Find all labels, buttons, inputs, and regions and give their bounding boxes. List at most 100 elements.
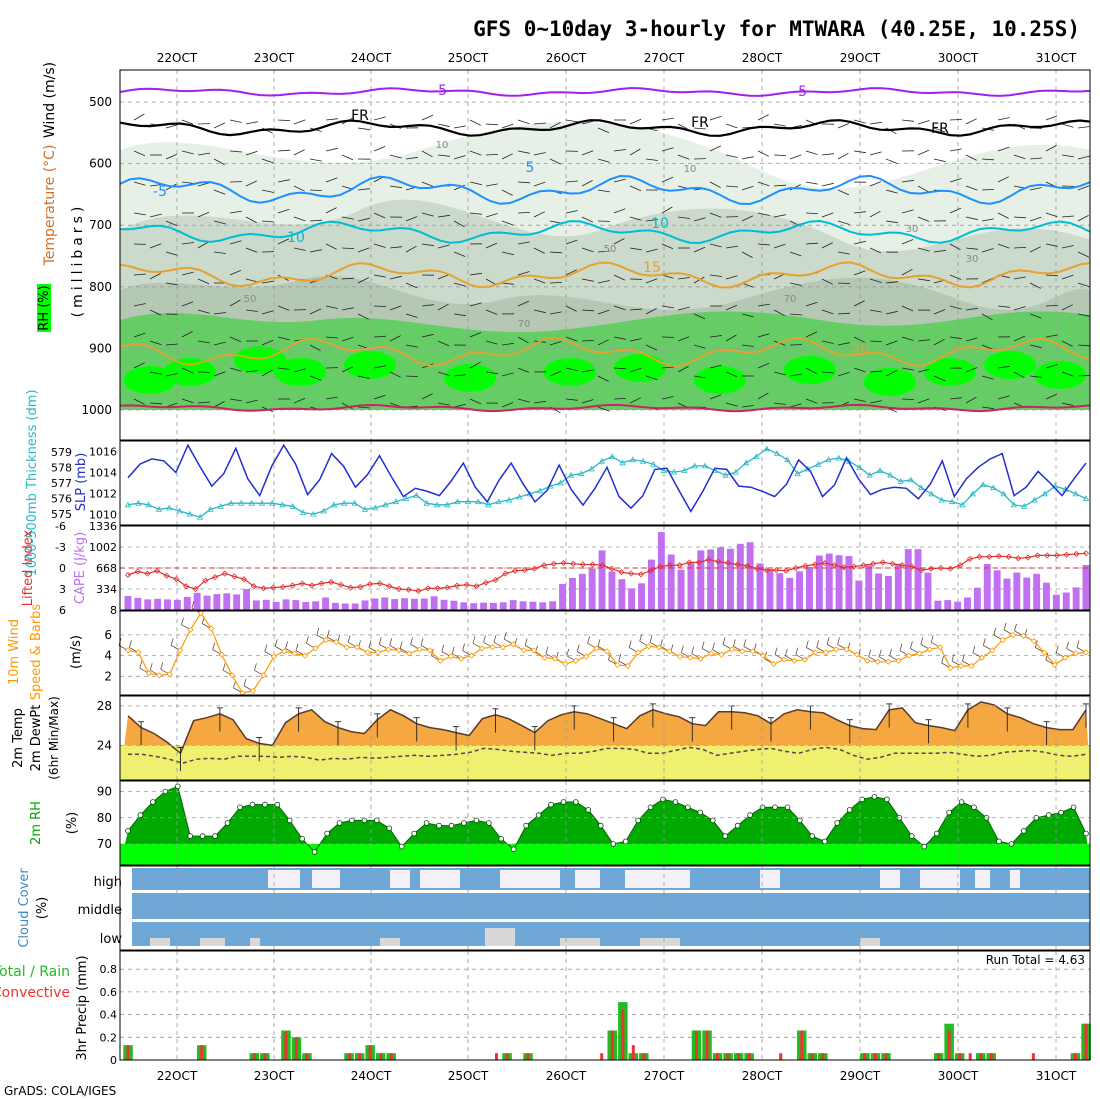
cape-bar — [183, 596, 191, 610]
wind-barb — [933, 127, 946, 133]
wind-barb — [869, 278, 882, 283]
rh-band-90 — [864, 368, 916, 396]
wind-barb-flag — [941, 655, 944, 664]
wind-barb — [949, 397, 962, 400]
wind-barb-flag — [878, 649, 882, 657]
rh2m-point — [1045, 812, 1052, 818]
wind-barb — [885, 220, 898, 224]
rh2m-point — [958, 799, 965, 805]
temp-tick-label: 24 — [97, 738, 112, 752]
wind-barb — [757, 392, 769, 400]
wind-barb — [917, 398, 930, 404]
wind-barb — [757, 114, 769, 121]
thickness-point — [351, 499, 358, 506]
li-tick-label: 3 — [59, 583, 66, 596]
precip-panel: 0 0.2 0.4 0.6 0.8 Run Total = 4.63 3hr Precip … — [0, 950, 1091, 1067]
rh2m-point — [933, 830, 940, 837]
wind-barb — [645, 248, 658, 253]
wind-barb-flag — [680, 645, 684, 653]
thickness-point — [691, 462, 698, 469]
wind-barb — [693, 313, 706, 320]
thickness-point — [928, 490, 935, 497]
wind-speed-point — [520, 647, 527, 654]
precip-conv-bar — [863, 1053, 867, 1060]
wind-barb — [165, 153, 178, 160]
wind-speed-point — [614, 661, 621, 668]
wind-barb — [1061, 123, 1074, 128]
cloud-cover-panel: high middle low Cloud Cover (%) — [17, 865, 1091, 951]
wind-speed-point — [468, 652, 475, 659]
cape-bar — [1052, 594, 1060, 610]
thickness-tick-label: 576 — [51, 493, 72, 506]
thickness-point — [269, 499, 276, 506]
rh2m-units-label: (%) — [65, 812, 80, 835]
wind-barb — [373, 274, 386, 278]
wind-barb — [213, 401, 225, 408]
rh-band-90 — [984, 351, 1036, 379]
wind-barb — [277, 208, 290, 214]
rh2m-point — [150, 799, 156, 805]
wind-barb-flag — [389, 638, 393, 646]
wind-barb — [997, 395, 1010, 400]
wind-barb — [837, 123, 850, 129]
wind-barb — [693, 217, 706, 222]
wind-barb — [869, 121, 882, 125]
wind-barb — [821, 340, 834, 344]
wind-speed-point — [291, 650, 298, 657]
rh2m-point — [796, 817, 803, 824]
rh-band-90 — [694, 366, 746, 394]
cape-bar — [292, 600, 300, 610]
wind-barb — [261, 339, 274, 346]
wind-barb-flag — [660, 639, 663, 647]
li-point — [589, 561, 596, 568]
cloud-level-label: high — [94, 875, 122, 890]
precip-conv-bar — [937, 1053, 941, 1060]
wind-barb — [1077, 155, 1090, 160]
wind-barb — [789, 282, 802, 286]
date-tick-label: 22OCT — [157, 51, 198, 65]
rh2m-point — [386, 825, 393, 832]
date-tick-label: 22OCT — [157, 1069, 198, 1083]
wind-barb — [485, 123, 499, 126]
thickness-point — [650, 460, 657, 467]
li-point — [628, 570, 635, 577]
thickness-point — [145, 501, 152, 508]
wind-barb-flag — [149, 663, 153, 671]
wind-barb — [837, 152, 849, 160]
li-point — [163, 572, 170, 579]
wind-speed-point — [833, 646, 840, 653]
contour-label: 10 — [287, 230, 305, 246]
wind-barb — [453, 184, 466, 191]
li-point — [753, 565, 761, 572]
wind-barb — [517, 119, 530, 125]
thickness-point — [464, 498, 472, 505]
rh2m-axis-label: 2m RH — [29, 801, 44, 845]
wind-barb — [277, 238, 290, 245]
wind-barb — [197, 211, 210, 218]
precip-conv-bar — [989, 1053, 993, 1060]
wind-speed-point — [718, 651, 725, 658]
wind-barb — [1045, 243, 1058, 247]
cape-bar — [598, 550, 606, 610]
li-point — [579, 561, 586, 568]
cape-bar — [825, 553, 833, 610]
precip-conv-bar — [979, 1053, 983, 1060]
thickness-point — [413, 492, 420, 498]
wind-barb — [917, 368, 930, 373]
wind-barb-flag — [889, 648, 892, 656]
wind-barb — [581, 309, 595, 312]
wind-barb — [229, 119, 242, 123]
cape-bar — [164, 599, 171, 610]
wind-barb — [213, 341, 226, 346]
rh2m-point — [759, 804, 766, 811]
date-tick-label: 25OCT — [448, 1069, 489, 1083]
li-point — [947, 565, 954, 572]
rh2m-point — [461, 820, 467, 826]
bottom-date-axis: 22OCT 23OCT 24OCT 25OCT 26OCT 27OCT 28OCT 29OCT… — [157, 1069, 1077, 1083]
cloud-gap — [268, 870, 300, 888]
wind-barb — [837, 251, 850, 255]
cloud-gap — [575, 870, 600, 888]
li-point — [724, 560, 732, 567]
wind-barb — [869, 309, 882, 313]
cape-bar — [312, 601, 320, 610]
